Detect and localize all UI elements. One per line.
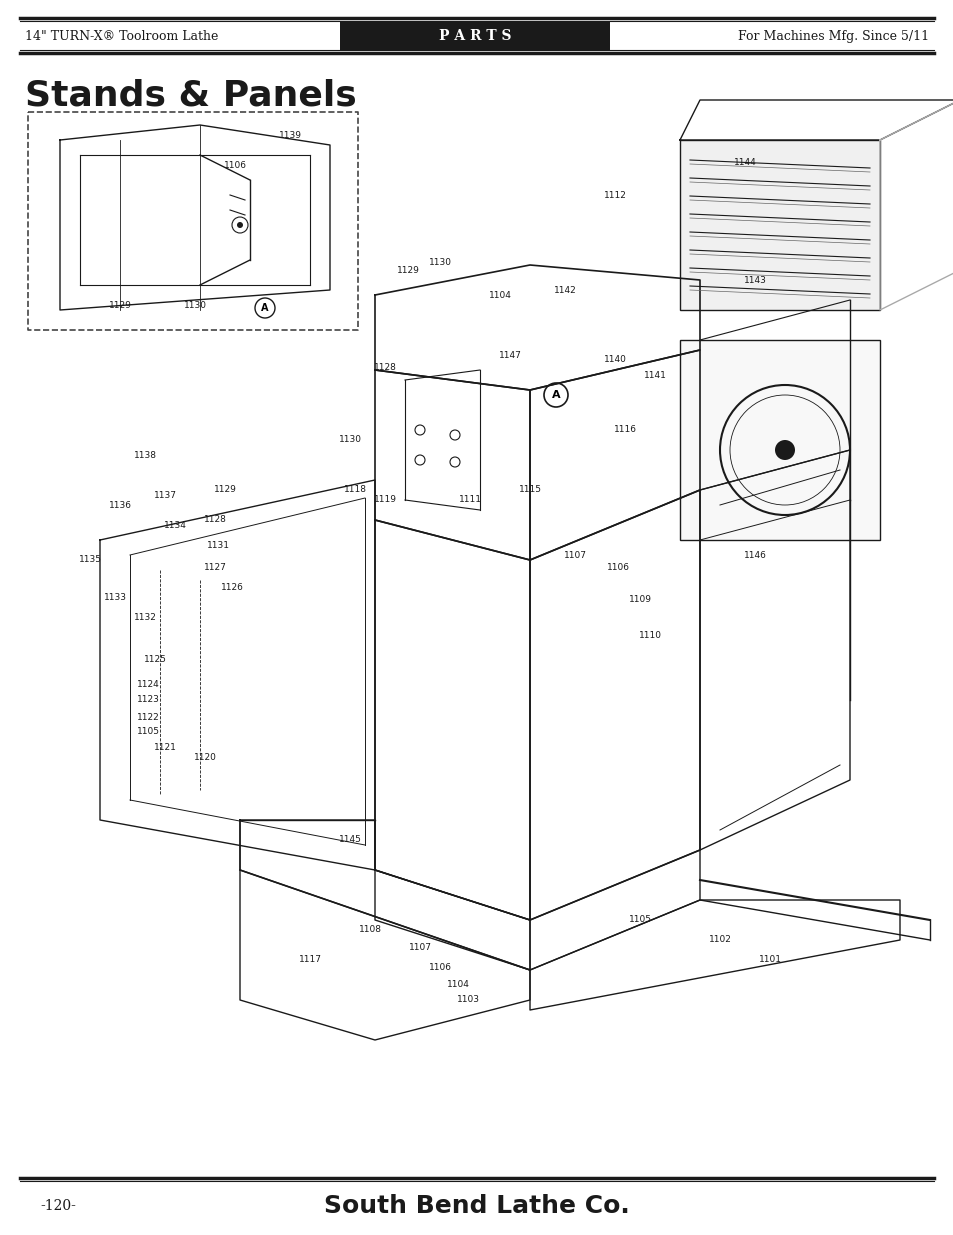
Text: 1110: 1110 (638, 631, 660, 640)
Text: 1120: 1120 (193, 753, 216, 762)
Text: 1124: 1124 (136, 680, 159, 689)
Text: 1144: 1144 (733, 158, 756, 167)
Text: 1121: 1121 (153, 743, 176, 752)
Text: 1136: 1136 (109, 500, 132, 510)
Text: 1119: 1119 (374, 495, 396, 505)
Text: A: A (551, 390, 559, 400)
Text: 1141: 1141 (643, 370, 666, 379)
Text: 1103: 1103 (456, 995, 479, 1004)
Circle shape (774, 440, 794, 459)
Text: 1126: 1126 (220, 583, 243, 592)
Text: Stands & Panels: Stands & Panels (25, 78, 356, 112)
Text: 1115: 1115 (518, 485, 541, 494)
Text: 1147: 1147 (498, 351, 521, 359)
Text: 1131: 1131 (206, 541, 230, 550)
Text: 14" TURN-X® Toolroom Lathe: 14" TURN-X® Toolroom Lathe (25, 30, 218, 42)
Text: 1105: 1105 (136, 727, 159, 736)
Bar (339, 22, 609, 49)
Circle shape (254, 298, 274, 317)
Text: 1106: 1106 (606, 563, 629, 573)
Text: 1106: 1106 (428, 963, 451, 972)
Text: 1139: 1139 (278, 131, 301, 140)
Bar (679, 340, 879, 540)
Bar (679, 140, 879, 310)
Text: 1145: 1145 (338, 836, 361, 845)
Text: 1128: 1128 (374, 363, 396, 373)
Text: 1137: 1137 (153, 490, 176, 499)
Text: 1109: 1109 (628, 595, 651, 604)
Text: 1134: 1134 (163, 520, 186, 530)
Text: 1129: 1129 (396, 266, 419, 274)
Text: 1130: 1130 (338, 436, 361, 445)
Text: 1122: 1122 (136, 714, 159, 722)
Text: For Machines Mfg. Since 5/11: For Machines Mfg. Since 5/11 (737, 30, 928, 42)
Text: 1127: 1127 (203, 563, 226, 573)
Text: A: A (261, 303, 269, 312)
Text: 1130: 1130 (183, 300, 206, 310)
Text: 1111: 1111 (458, 495, 481, 505)
Text: 1117: 1117 (298, 956, 321, 965)
Text: 1104: 1104 (488, 290, 511, 300)
Text: 1106: 1106 (223, 161, 246, 169)
Text: 1125: 1125 (143, 656, 166, 664)
Text: 1135: 1135 (78, 556, 101, 564)
Text: 1101: 1101 (758, 956, 781, 965)
Text: 1102: 1102 (708, 935, 731, 945)
Text: 1129: 1129 (109, 300, 132, 310)
Text: 1123: 1123 (136, 695, 159, 704)
Text: 1142: 1142 (553, 285, 576, 294)
Text: P A R T S: P A R T S (438, 28, 511, 43)
Text: 1108: 1108 (358, 925, 381, 935)
Text: 1138: 1138 (133, 451, 156, 459)
Circle shape (543, 383, 567, 408)
Text: 1118: 1118 (343, 485, 366, 494)
Text: 1129: 1129 (213, 485, 236, 494)
Text: 1133: 1133 (103, 594, 127, 603)
Text: 1116: 1116 (613, 426, 636, 435)
Text: 1140: 1140 (603, 356, 626, 364)
Text: -120-: -120- (40, 1199, 76, 1213)
Text: 1112: 1112 (603, 190, 626, 200)
Text: 1107: 1107 (408, 944, 431, 952)
Text: 1105: 1105 (628, 915, 651, 925)
Text: South Bend Lathe Co.: South Bend Lathe Co. (324, 1194, 629, 1218)
Text: 1146: 1146 (742, 551, 765, 559)
Text: 1107: 1107 (563, 551, 586, 559)
Text: 1128: 1128 (203, 515, 226, 525)
Text: 1132: 1132 (133, 614, 156, 622)
Text: 1130: 1130 (428, 258, 451, 267)
Circle shape (236, 222, 243, 228)
Text: 1143: 1143 (742, 275, 765, 284)
Text: 1104: 1104 (446, 981, 469, 989)
